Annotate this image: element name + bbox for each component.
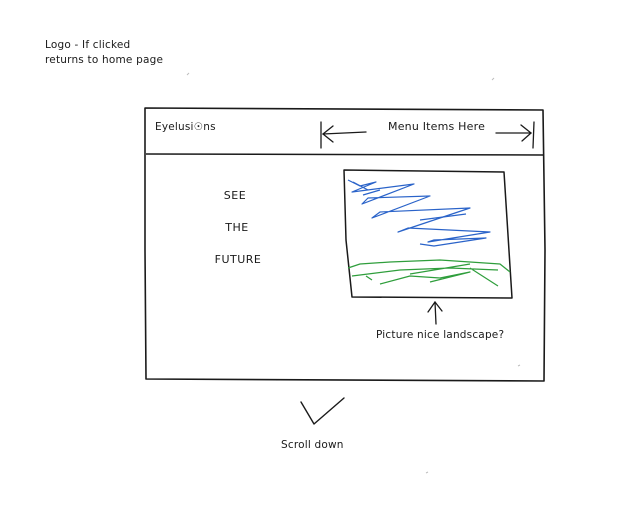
grass-scribble [347, 259, 511, 287]
stray-marks [186, 72, 521, 474]
brand-logo[interactable]: Eyelusi☉ns [155, 121, 216, 133]
hero-tagline-line: SEE [223, 189, 247, 202]
picture-annotation: Picture nice landscape? [376, 329, 505, 341]
page-frame [144, 107, 546, 382]
header-divider [145, 153, 545, 156]
picture-frame [343, 169, 513, 299]
menu-left-arrow [320, 121, 367, 149]
sky-scribble-accent [352, 181, 467, 221]
scroll-down-annotation: Scroll down [281, 439, 344, 451]
hero-tagline-line: FUTURE [214, 253, 262, 266]
scroll-down-chevron-icon [300, 397, 345, 425]
logo-annotation-line-1: Logo - If clicked [45, 39, 131, 51]
sky-scribble [347, 179, 491, 247]
menu-items-placeholder: Menu Items Here [388, 120, 486, 133]
hero-tagline-line: THE [225, 221, 249, 234]
picture-pointer-arrow [427, 301, 443, 325]
logo-annotation-line-2: returns to home page [45, 54, 164, 66]
menu-right-arrow [495, 121, 535, 149]
logo-annotation: Logo - If clicked returns to home page [45, 38, 205, 68]
